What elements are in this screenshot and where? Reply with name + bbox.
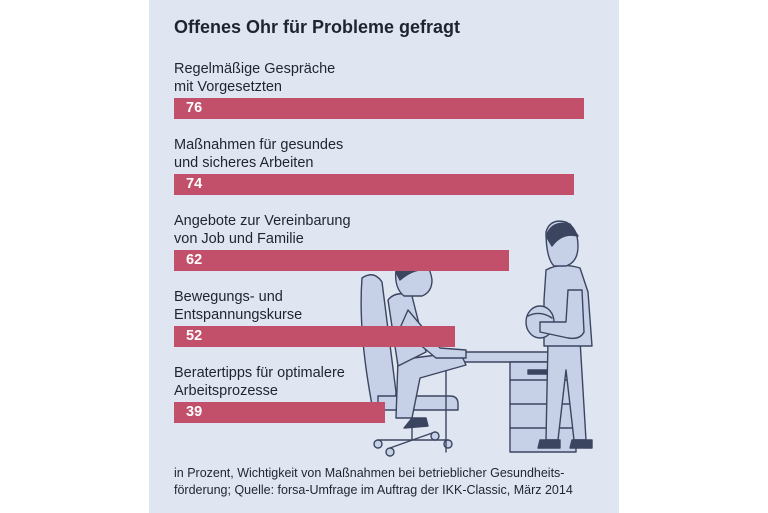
bar-value-label: 74 [186, 176, 203, 192]
category-label-line: Beratertipps für optimalere [174, 365, 345, 381]
chart-title: Offenes Ohr für Probleme gefragt [174, 17, 461, 37]
chart-footnote: in Prozent, Wichtigkeit von Maßnahmen be… [174, 465, 604, 499]
standing-manager-icon [525, 220, 593, 449]
bar-value-label: 62 [186, 252, 203, 268]
bar: 39 [174, 402, 385, 423]
footnote-line-2: förderung; Quelle: forsa-Umfrage im Auft… [174, 483, 573, 497]
footnote-line-1: in Prozent, Wichtigkeit von Maßnahmen be… [174, 466, 565, 480]
category-label: Angebote zur Vereinbarung von Job und Fam… [174, 212, 474, 248]
bar-value-label: 52 [186, 328, 203, 344]
category-label-line: Maßnahmen für gesundes [174, 137, 344, 153]
category-label-line: Entspannungskurse [174, 307, 303, 323]
category-label: Regelmäßige Gespräche mit Vorgesetzten [174, 60, 474, 96]
bar-value-label: 76 [186, 100, 203, 116]
category-label-line: von Job und Familie [174, 231, 304, 247]
category-label: Bewegungs- und Entspannungskurse [174, 288, 474, 324]
bar-value-label: 39 [186, 404, 203, 420]
category-label: Beratertipps für optimalere Arbeitsprozes… [174, 364, 474, 400]
category-label-line: mit Vorgesetzten [174, 79, 282, 95]
category-label-line: und sicheres Arbeiten [174, 155, 314, 171]
bar: 62 [174, 250, 509, 271]
bar: 52 [174, 326, 455, 347]
category-label-line: Arbeitsprozesse [174, 383, 278, 399]
category-label-line: Regelmäßige Gespräche [174, 61, 336, 77]
category-label-line: Angebote zur Vereinbarung [174, 213, 351, 229]
bar: 74 [174, 174, 574, 195]
category-label: Maßnahmen für gesundes und sicheres Arbei… [174, 136, 474, 172]
category-label-line: Bewegungs- und [174, 289, 283, 305]
bar: 76 [174, 98, 585, 119]
